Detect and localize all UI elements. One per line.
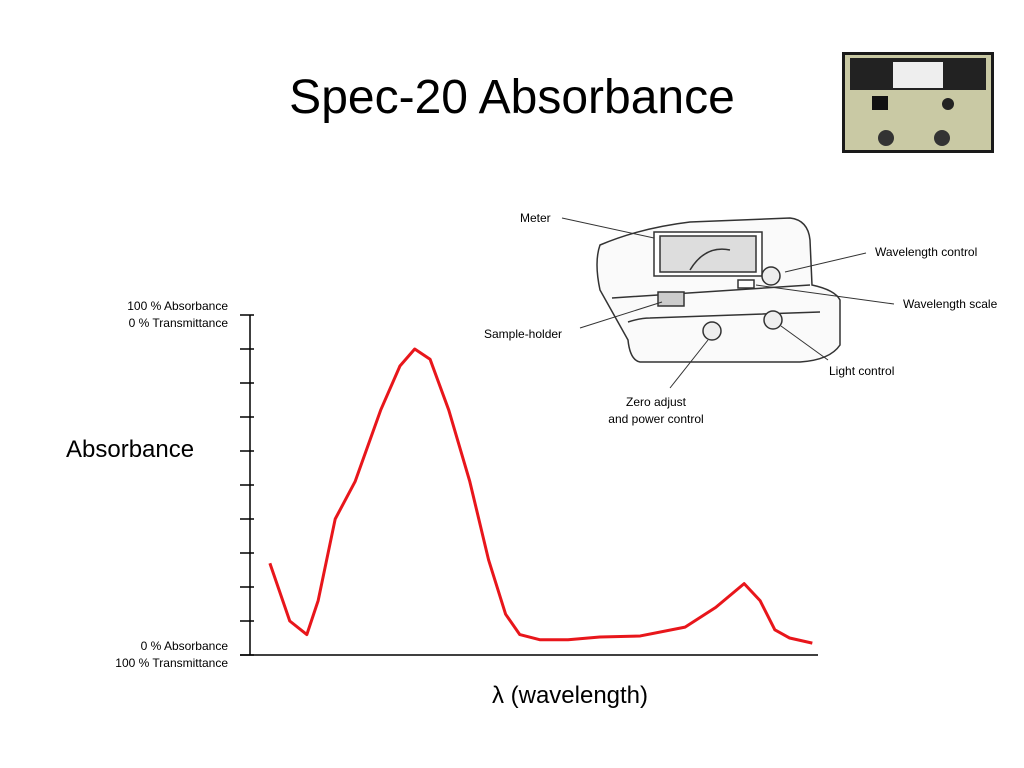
diagram-label: Light control xyxy=(829,364,895,378)
slide-title: Spec-20 Absorbance xyxy=(289,71,735,124)
absorbance-curve xyxy=(268,347,813,645)
diagram-label: Sample-holder xyxy=(484,327,563,341)
instrument-photo xyxy=(842,52,994,153)
x-axis-label: λ (wavelength) xyxy=(491,682,649,709)
diagram-label: Meter xyxy=(520,211,551,225)
y-tick-label: 100 % Absorbance 0 % Transmittance xyxy=(127,299,228,330)
y-tick-label: 0 % Absorbance 100 % Transmittance xyxy=(115,639,228,670)
instrument-diagram xyxy=(596,217,841,363)
y-axis-label: Absorbance xyxy=(66,436,195,463)
diagram-label: Zero adjust and power control xyxy=(608,395,704,426)
diagram-label: Wavelength scale xyxy=(903,297,998,311)
leader-lines xyxy=(561,217,895,389)
diagram-label: Wavelength control xyxy=(875,245,978,259)
